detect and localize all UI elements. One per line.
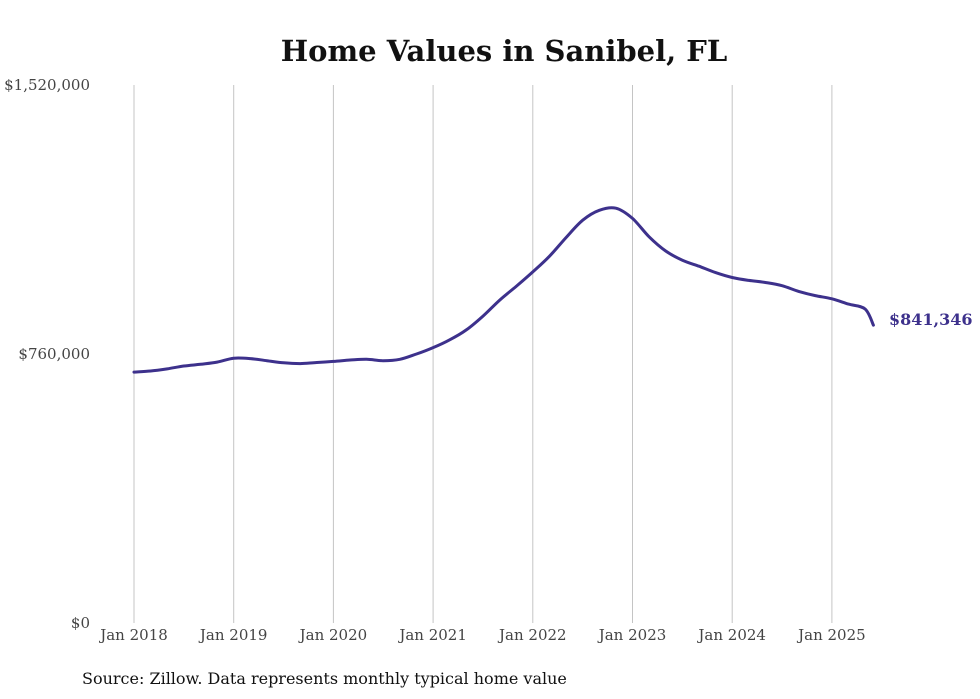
y-tick-label: $1,520,000	[4, 76, 90, 94]
x-tick-label: Jan 2024	[696, 626, 766, 644]
y-tick-label: $0	[71, 614, 90, 632]
x-tick-label: Jan 2020	[298, 626, 368, 644]
x-tick-label: Jan 2018	[98, 626, 168, 644]
chart-title: Home Values in Sanibel, FL	[281, 34, 728, 68]
source-note: Source: Zillow. Data represents monthly …	[82, 669, 567, 688]
y-axis-ticks: $0 $760,000 $1,520,000	[4, 76, 90, 632]
x-tick-label: Jan 2025	[796, 626, 866, 644]
grid-lines	[133, 85, 833, 623]
x-tick-label: Jan 2023	[597, 626, 667, 644]
x-tick-label: Jan 2019	[198, 626, 268, 644]
y-tick-label: $760,000	[18, 345, 90, 363]
home-value-line	[132, 206, 875, 374]
x-axis-ticks: Jan 2018 Jan 2019 Jan 2020 Jan 2021 Jan 2022…	[98, 626, 865, 644]
x-tick-label: Jan 2022	[497, 626, 567, 644]
end-value-label: $841,346	[889, 310, 973, 329]
x-tick-label: Jan 2021	[397, 626, 467, 644]
